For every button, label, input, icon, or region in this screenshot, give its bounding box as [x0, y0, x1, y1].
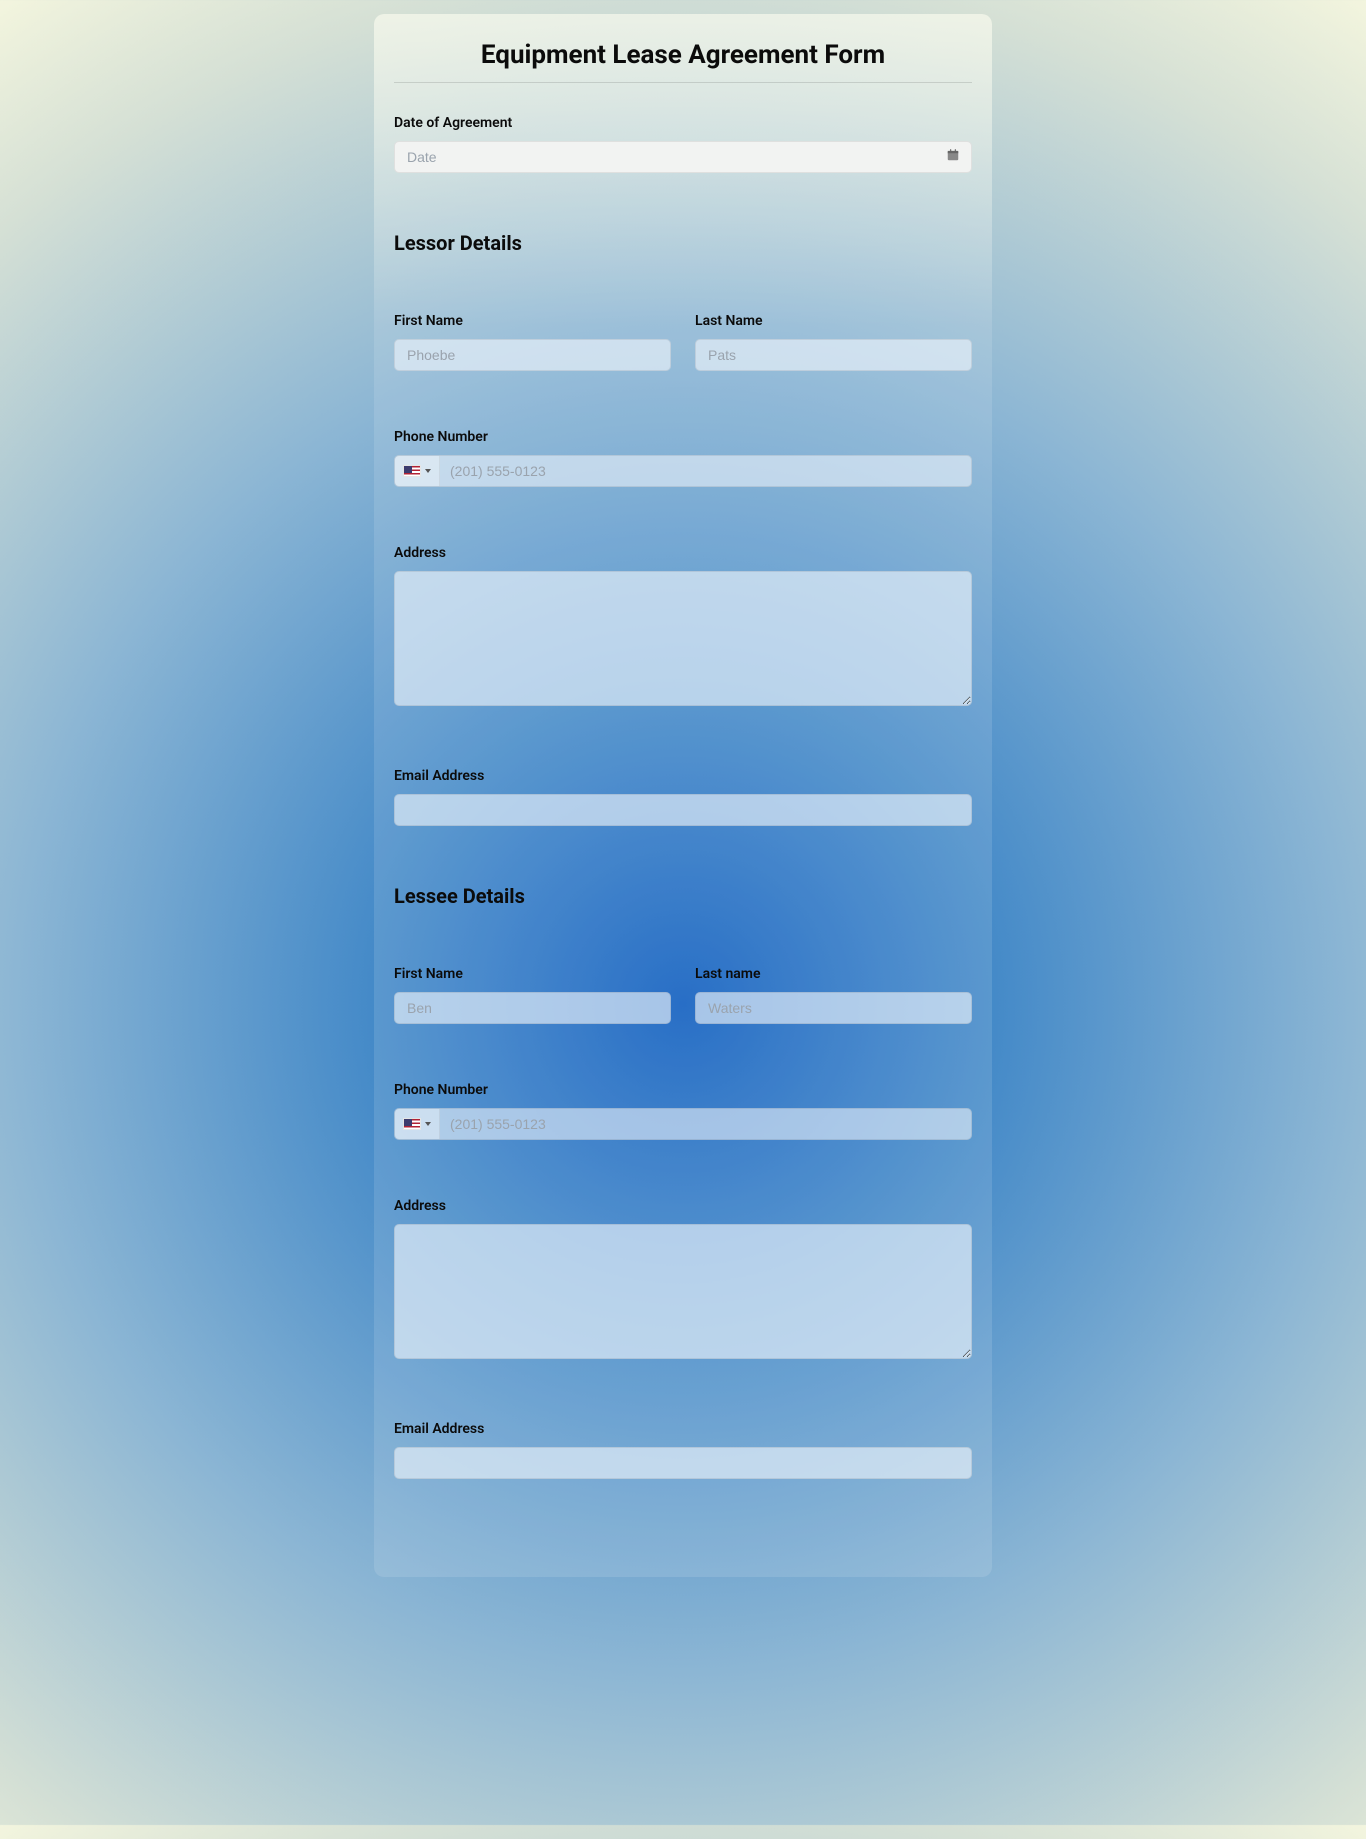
lessor-phone-label: Phone Number	[394, 429, 972, 445]
lessee-first-name-label: First Name	[394, 966, 671, 982]
lessee-name-row: First Name Last name	[394, 966, 972, 1024]
lessor-address-label: Address	[394, 545, 972, 561]
date-input-wrap	[394, 141, 972, 173]
lessee-phone-country-button[interactable]	[395, 1109, 440, 1139]
title-divider	[394, 82, 972, 83]
lessor-address-block: Address	[394, 545, 972, 710]
lessor-email-label: Email Address	[394, 768, 972, 784]
lessor-last-name-label: Last Name	[695, 313, 972, 329]
lessor-heading: Lessor Details	[394, 231, 972, 255]
date-label: Date of Agreement	[394, 115, 972, 131]
lessor-phone-wrap	[394, 455, 972, 487]
lessor-email-block: Email Address	[394, 768, 972, 826]
caret-down-icon	[425, 469, 431, 473]
lessee-first-name-input[interactable]	[394, 992, 671, 1024]
page-title: Equipment Lease Agreement Form	[394, 40, 972, 70]
flag-us-icon	[403, 465, 421, 477]
lessee-phone-label: Phone Number	[394, 1082, 972, 1098]
lessor-address-textarea[interactable]	[394, 571, 972, 706]
date-input[interactable]	[394, 141, 972, 173]
lessor-first-name-input[interactable]	[394, 339, 671, 371]
date-field-block: Date of Agreement	[394, 115, 972, 173]
lessor-phone-input[interactable]	[440, 456, 971, 486]
lessee-address-block: Address	[394, 1198, 972, 1363]
lessor-email-input[interactable]	[394, 794, 972, 826]
flag-us-icon	[403, 1118, 421, 1130]
lessor-name-row: First Name Last Name	[394, 313, 972, 371]
lessee-address-textarea[interactable]	[394, 1224, 972, 1359]
lessee-email-input[interactable]	[394, 1447, 972, 1479]
caret-down-icon	[425, 1122, 431, 1126]
lessee-heading: Lessee Details	[394, 884, 972, 908]
lessee-address-label: Address	[394, 1198, 972, 1214]
lessee-phone-block: Phone Number	[394, 1082, 972, 1140]
form-card: Equipment Lease Agreement Form Date of A…	[374, 14, 992, 1577]
lessee-last-name-input[interactable]	[695, 992, 972, 1024]
lessor-phone-block: Phone Number	[394, 429, 972, 487]
lessee-phone-input[interactable]	[440, 1109, 971, 1139]
lessor-phone-country-button[interactable]	[395, 456, 440, 486]
lessee-email-block: Email Address	[394, 1421, 972, 1479]
lessee-phone-wrap	[394, 1108, 972, 1140]
lessor-first-name-label: First Name	[394, 313, 671, 329]
lessee-last-name-label: Last name	[695, 966, 972, 982]
lessor-last-name-input[interactable]	[695, 339, 972, 371]
lessee-email-label: Email Address	[394, 1421, 972, 1437]
